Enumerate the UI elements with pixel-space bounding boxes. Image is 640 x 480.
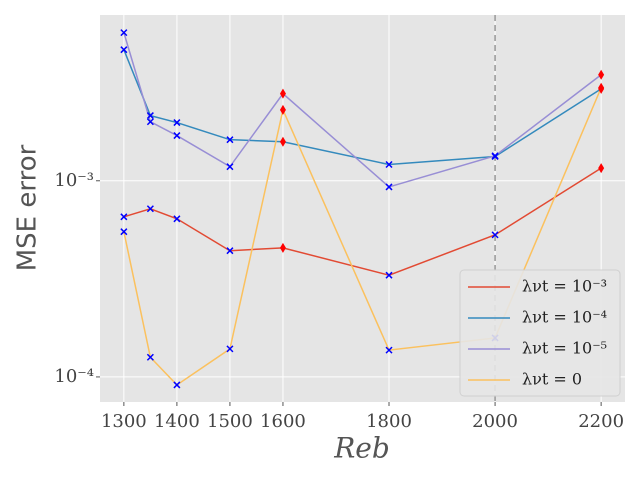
marker: [385, 183, 393, 191]
legend-label: λνt = 10⁻⁵: [522, 339, 607, 358]
x-axis-label: Reb: [333, 432, 390, 465]
series-line: [123, 32, 602, 188]
marker: [385, 161, 393, 169]
x-tick-label: 2000: [472, 411, 518, 432]
legend-label: λνt = 0: [522, 370, 582, 389]
y-tick-label: 10⁻³: [54, 170, 94, 191]
legend-label: λνt = 10⁻³: [522, 277, 607, 296]
marker: [491, 152, 499, 160]
marker: [385, 346, 393, 354]
x-tick-label: 1800: [366, 411, 412, 432]
marker: [146, 353, 154, 361]
series-line: [123, 167, 602, 277]
legend-box: [459, 269, 621, 397]
x-tick-label: 2200: [578, 411, 624, 432]
marker: [598, 163, 605, 174]
marker: [226, 163, 234, 171]
marker: [491, 231, 499, 239]
marker: [279, 242, 286, 253]
marker: [173, 215, 181, 223]
x-tick-label: 1300: [101, 411, 147, 432]
marker: [173, 119, 181, 127]
x-tick-label: 1500: [207, 411, 253, 432]
marker: [279, 104, 286, 115]
marker: [120, 213, 128, 221]
marker: [598, 69, 605, 80]
series-line: [123, 49, 602, 166]
marker: [120, 228, 128, 236]
marker: [226, 136, 234, 144]
x-tick-label: 1400: [154, 411, 200, 432]
marker: [146, 118, 154, 126]
marker: [279, 88, 286, 99]
marker: [173, 132, 181, 140]
marker: [226, 345, 234, 353]
y-axis-label: MSE error: [13, 144, 43, 271]
marker: [598, 82, 605, 93]
marker: [173, 381, 181, 389]
marker: [146, 112, 154, 120]
marker: [120, 46, 128, 54]
marker: [385, 271, 393, 279]
marker: [226, 247, 234, 255]
y-tick-label: 10⁻⁴: [54, 366, 94, 387]
marker: [279, 136, 286, 147]
marker: [146, 205, 154, 213]
legend-label: λνt = 10⁻⁴: [522, 308, 607, 327]
x-tick-label: 1600: [260, 411, 306, 432]
marker: [120, 29, 128, 37]
